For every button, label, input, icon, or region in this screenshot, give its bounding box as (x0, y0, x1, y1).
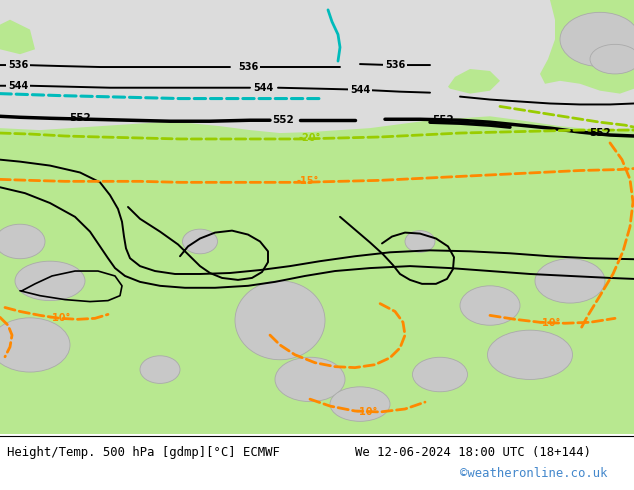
Polygon shape (0, 20, 35, 54)
Polygon shape (448, 69, 500, 94)
Text: Height/Temp. 500 hPa [gdmp][°C] ECMWF: Height/Temp. 500 hPa [gdmp][°C] ECMWF (7, 446, 280, 459)
Text: -10°: -10° (49, 313, 71, 323)
Text: 552: 552 (589, 128, 611, 138)
Ellipse shape (330, 387, 390, 421)
Text: 544: 544 (350, 85, 370, 95)
Text: 536: 536 (238, 62, 258, 72)
Text: -10°: -10° (356, 407, 378, 417)
Text: 552: 552 (69, 113, 91, 123)
Ellipse shape (590, 45, 634, 74)
Text: -10°: -10° (539, 318, 561, 328)
Text: -20°: -20° (299, 133, 321, 143)
Ellipse shape (460, 286, 520, 325)
Ellipse shape (183, 229, 217, 254)
Ellipse shape (235, 281, 325, 360)
Text: 536: 536 (8, 60, 28, 70)
Ellipse shape (140, 356, 180, 383)
Polygon shape (540, 0, 634, 94)
Text: ©weatheronline.co.uk: ©weatheronline.co.uk (460, 467, 607, 480)
Ellipse shape (413, 357, 467, 392)
Text: 552: 552 (272, 115, 294, 125)
Text: 536: 536 (385, 60, 405, 70)
Text: We 12-06-2024 18:00 UTC (18+144): We 12-06-2024 18:00 UTC (18+144) (355, 446, 591, 459)
Ellipse shape (488, 330, 573, 379)
Ellipse shape (275, 357, 345, 402)
Ellipse shape (560, 12, 634, 67)
Ellipse shape (535, 259, 605, 303)
Ellipse shape (405, 231, 435, 252)
Ellipse shape (0, 318, 70, 372)
Polygon shape (0, 0, 634, 133)
Text: 544: 544 (8, 81, 28, 91)
Ellipse shape (15, 261, 85, 300)
Text: -15°: -15° (297, 176, 319, 186)
Text: 552: 552 (432, 115, 454, 125)
Text: 544: 544 (253, 83, 273, 93)
Ellipse shape (0, 224, 45, 259)
